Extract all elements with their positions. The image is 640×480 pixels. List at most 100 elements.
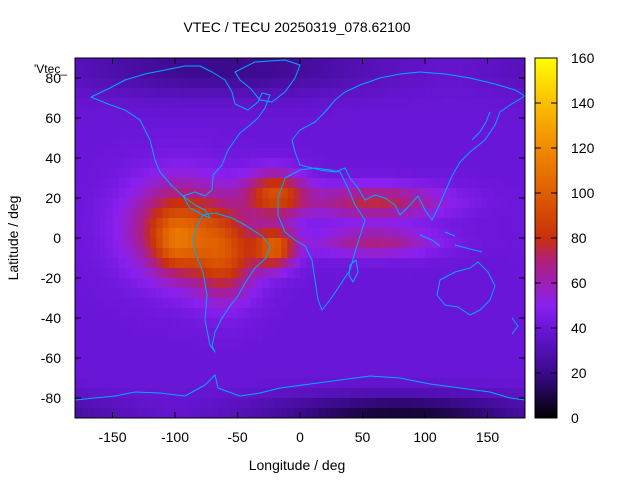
- heatmap-cell: [350, 158, 357, 169]
- heatmap-cell: [481, 408, 489, 418]
- heatmap-cell: [362, 288, 370, 299]
- heatmap-cell: [193, 238, 201, 249]
- heatmap-cell: [118, 168, 126, 179]
- heatmap-cell: [318, 218, 326, 229]
- vtec-heatmap: [75, 58, 525, 418]
- heatmap-cell: [237, 178, 245, 189]
- heatmap-cell: [518, 128, 525, 139]
- heatmap-cell: [450, 258, 457, 269]
- heatmap-cell: [212, 158, 220, 169]
- heatmap-cell: [162, 348, 170, 359]
- heatmap-cell: [250, 228, 257, 239]
- heatmap-cell: [306, 78, 314, 89]
- heatmap-cell: [412, 298, 420, 309]
- heatmap-cell: [118, 148, 126, 159]
- heatmap-cell: [512, 208, 520, 219]
- heatmap-cell: [131, 118, 139, 129]
- heatmap-cell: [418, 328, 426, 339]
- heatmap-cell: [193, 228, 201, 239]
- heatmap-cell: [275, 368, 282, 379]
- heatmap-cell: [356, 168, 364, 179]
- heatmap-cell: [306, 188, 314, 199]
- heatmap-cell: [406, 278, 414, 289]
- heatmap-cell: [368, 208, 376, 219]
- heatmap-cell: [437, 98, 445, 109]
- heatmap-cell: [200, 228, 207, 239]
- heatmap-cell: [212, 218, 220, 229]
- heatmap-cell: [300, 328, 307, 339]
- heatmap-cell: [318, 128, 326, 139]
- heatmap-cell: [212, 338, 220, 349]
- heatmap-cell: [200, 318, 207, 329]
- heatmap-cell: [175, 138, 182, 149]
- heatmap-cell: [312, 318, 320, 329]
- heatmap-cell: [481, 278, 489, 289]
- heatmap-cell: [343, 118, 351, 129]
- heatmap-cell: [175, 288, 182, 299]
- heatmap-cell: [400, 158, 407, 169]
- heatmap-cell: [475, 238, 482, 249]
- heatmap-cell: [456, 328, 464, 339]
- heatmap-cell: [468, 208, 476, 219]
- heatmap-cell: [418, 188, 426, 199]
- heatmap-cell: [475, 388, 482, 399]
- heatmap-cell: [131, 358, 139, 369]
- heatmap-cell: [137, 298, 145, 309]
- heatmap-cell: [106, 398, 114, 409]
- heatmap-cell: [318, 388, 326, 399]
- heatmap-cell: [75, 258, 82, 269]
- heatmap-cell: [325, 98, 332, 109]
- heatmap-cell: [237, 98, 245, 109]
- heatmap-cell: [487, 268, 495, 279]
- heatmap-cell: [150, 278, 157, 289]
- heatmap-cell: [212, 138, 220, 149]
- heatmap-cell: [268, 198, 276, 209]
- heatmap-cell: [368, 328, 376, 339]
- heatmap-cell: [206, 118, 214, 129]
- heatmap-cell: [506, 98, 514, 109]
- heatmap-cell: [412, 88, 420, 99]
- heatmap-cell: [175, 198, 182, 209]
- heatmap-cell: [75, 198, 82, 209]
- heatmap-cell: [318, 138, 326, 149]
- heatmap-cell: [156, 368, 164, 379]
- heatmap-cell: [187, 258, 195, 269]
- heatmap-cell: [362, 378, 370, 389]
- heatmap-cell: [512, 278, 520, 289]
- heatmap-cell: [281, 258, 289, 269]
- heatmap-cell: [168, 168, 176, 179]
- heatmap-cell: [387, 208, 395, 219]
- heatmap-cell: [200, 348, 207, 359]
- heatmap-cell: [268, 208, 276, 219]
- heatmap-cell: [306, 358, 314, 369]
- heatmap-cell: [368, 158, 376, 169]
- heatmap-cell: [306, 278, 314, 289]
- heatmap-cell: [137, 218, 145, 229]
- heatmap-cell: [462, 88, 470, 99]
- heatmap-cell: [318, 328, 326, 339]
- heatmap-cell: [487, 358, 495, 369]
- heatmap-cell: [162, 298, 170, 309]
- heatmap-cell: [468, 168, 476, 179]
- heatmap-cell: [481, 58, 489, 69]
- heatmap-cell: [300, 308, 307, 319]
- heatmap-cell: [487, 58, 495, 69]
- heatmap-cell: [506, 198, 514, 209]
- heatmap-cell: [343, 228, 351, 239]
- heatmap-cell: [256, 228, 264, 239]
- heatmap-cell: [443, 378, 451, 389]
- heatmap-cell: [193, 328, 201, 339]
- heatmap-cell: [293, 308, 301, 319]
- heatmap-cell: [306, 328, 314, 339]
- heatmap-cell: [262, 118, 270, 129]
- heatmap-cell: [206, 168, 214, 179]
- heatmap-cell: [300, 138, 307, 149]
- heatmap-cell: [125, 178, 132, 189]
- heatmap-cell: [281, 378, 289, 389]
- heatmap-cell: [218, 118, 226, 129]
- heatmap-cell: [118, 378, 126, 389]
- heatmap-cell: [81, 88, 89, 99]
- heatmap-cell: [162, 338, 170, 349]
- heatmap-cell: [356, 58, 364, 69]
- heatmap-cell: [150, 108, 157, 119]
